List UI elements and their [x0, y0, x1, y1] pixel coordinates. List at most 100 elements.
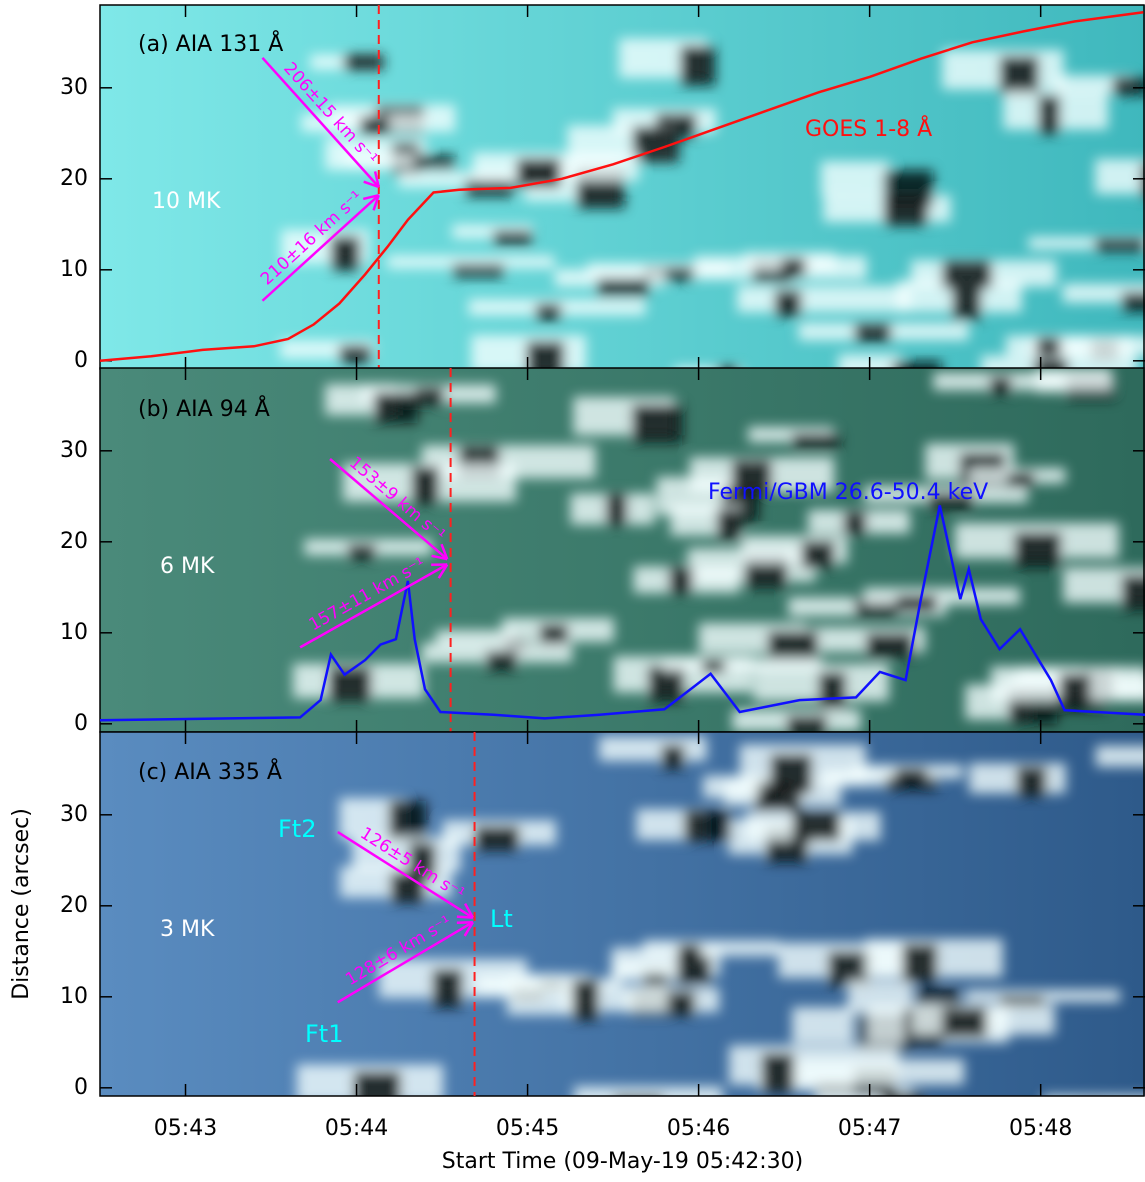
texture-dark — [388, 800, 427, 843]
texture-dark — [818, 671, 847, 710]
y-tick-label: 0 — [74, 711, 88, 736]
texture-dark — [702, 659, 725, 673]
y-tick-label: 10 — [60, 984, 88, 1009]
texture-dark — [526, 341, 565, 369]
texture-dark — [1059, 673, 1091, 709]
x-tick-label: 05:47 — [838, 1116, 901, 1141]
texture-dark — [676, 956, 711, 985]
texture-dark — [896, 594, 938, 613]
x-axis-title: Start Time (09-May-19 05:42:30) — [442, 1149, 804, 1174]
y-tick-label: 0 — [74, 1075, 88, 1100]
texture-dark — [1015, 766, 1047, 797]
y-tick-label: 20 — [60, 529, 88, 554]
y-tick-label: 20 — [60, 893, 88, 918]
arrow-head — [456, 920, 473, 924]
texture-dark — [535, 304, 562, 321]
y-tick-label: 10 — [60, 620, 88, 645]
arrow-head — [362, 193, 380, 201]
texture-bright — [792, 1007, 854, 1044]
series-label: Fermi/GBM 26.6-50.4 keV — [708, 480, 988, 505]
texture-dark — [1079, 1104, 1106, 1138]
texture-dark — [895, 768, 927, 783]
arrow-head — [431, 554, 448, 561]
panel-title: (c) AIA 335 Å — [138, 758, 282, 785]
texture-dark — [353, 1071, 401, 1096]
arrow-shaft — [329, 458, 449, 561]
texture-dark — [767, 630, 819, 662]
texture-dark — [801, 540, 835, 569]
texture-dark — [667, 991, 696, 1017]
texture-dark — [791, 433, 840, 449]
texture-dark — [1140, 162, 1145, 199]
texture-dark — [902, 943, 938, 983]
x-tick-label: 05:48 — [1009, 1116, 1072, 1141]
arrow-shaft — [261, 56, 380, 188]
texture-bright — [573, 1086, 723, 1096]
texture-dark — [1038, 95, 1061, 135]
texture-dark — [1036, 337, 1061, 359]
texture-dark — [731, 459, 773, 495]
arrow-shaft — [261, 194, 380, 302]
panel-frame — [99, 731, 1145, 1097]
texture-dark — [360, 116, 390, 135]
texture-dark — [668, 566, 693, 594]
temperature-label: 3 MK — [160, 917, 215, 942]
y-tick-label: 10 — [60, 257, 88, 282]
texture-dark — [786, 715, 828, 732]
panel-image — [100, 5, 1145, 369]
texture-bright — [352, 836, 461, 872]
texture-dark — [411, 466, 440, 505]
texture-bright — [820, 161, 890, 197]
feature-label: Ft1 — [305, 1020, 343, 1048]
texture-dark — [485, 651, 518, 671]
series-label: GOES 1-8 Å — [805, 115, 932, 142]
texture-dark — [330, 236, 361, 271]
series-line — [100, 505, 1145, 722]
arrow-head — [463, 921, 474, 937]
texture — [293, 368, 1145, 732]
texture-dark — [339, 345, 372, 364]
feature-label: Ft2 — [278, 815, 316, 843]
texture-bright — [1095, 158, 1145, 195]
texture-dark — [883, 170, 934, 206]
texture-bright — [387, 255, 555, 269]
texture-dark — [572, 979, 600, 1021]
texture-bright — [599, 736, 707, 761]
y-tick-label: 30 — [60, 75, 88, 100]
texture-bright — [1095, 745, 1145, 767]
texture-dark — [677, 944, 702, 961]
texture-dark — [882, 1093, 924, 1096]
texture-dark — [892, 361, 942, 369]
arrow-head — [372, 194, 380, 211]
y-tick-label: 30 — [60, 802, 88, 827]
texture-dark — [843, 511, 867, 536]
texture-dark — [1007, 472, 1036, 488]
texture-bright — [343, 153, 423, 168]
panel-image — [100, 732, 1145, 1138]
texture-bright — [436, 629, 515, 646]
texture-dark — [343, 54, 384, 70]
texture-dark — [661, 744, 685, 770]
arrow-head — [440, 543, 449, 560]
texture-dark — [373, 392, 418, 424]
texture-dark — [347, 543, 377, 561]
texture-dark — [1094, 238, 1145, 252]
texture-bright — [737, 285, 911, 313]
texture-bright — [729, 1045, 899, 1085]
y-tick-label: 30 — [60, 438, 88, 463]
y-axis-title: Distance (arcsec) — [9, 808, 34, 1000]
panel-image — [100, 368, 1145, 732]
y-tick-label: 20 — [60, 166, 88, 191]
temperature-label: 6 MK — [160, 554, 215, 579]
texture-dark — [613, 1095, 664, 1096]
texture-dark — [774, 290, 802, 317]
texture-dark — [1121, 292, 1145, 312]
arrow-head — [437, 563, 449, 579]
texture-dark — [432, 968, 463, 1008]
texture-dark — [597, 278, 650, 297]
texture-dark — [999, 56, 1039, 96]
arrow-shaft — [337, 831, 474, 919]
texture-dark — [941, 1007, 987, 1038]
texture-dark — [952, 288, 982, 321]
texture-dark — [1112, 77, 1145, 96]
